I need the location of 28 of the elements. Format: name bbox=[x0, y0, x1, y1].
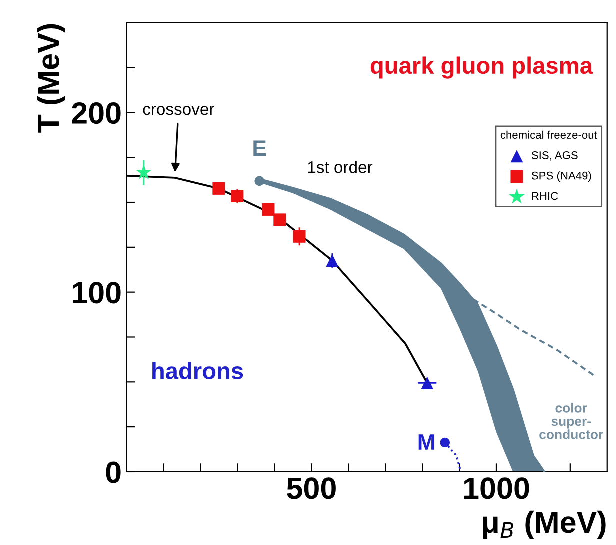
x-tick-label: 1000 bbox=[464, 478, 530, 500]
legend-label: SIS, AGS bbox=[532, 152, 578, 161]
point bbox=[326, 254, 339, 267]
y-tick-label: 200 bbox=[72, 102, 121, 124]
point bbox=[421, 376, 434, 390]
point bbox=[254, 176, 264, 186]
legend-title: chemical freeze-out bbox=[500, 130, 598, 140]
point bbox=[440, 438, 450, 448]
annotation: 1st order bbox=[308, 161, 373, 174]
annotation: color super- conductor bbox=[540, 403, 604, 440]
annotation: crossover bbox=[143, 106, 214, 116]
annotation: hadrons bbox=[152, 362, 244, 380]
point bbox=[293, 230, 306, 243]
annotation: M bbox=[418, 434, 434, 450]
point bbox=[262, 203, 275, 216]
annotation: quark gluon plasma bbox=[370, 56, 594, 79]
x-axis-title: μ$_{B}$ (MeV) bbox=[483, 510, 606, 540]
point bbox=[274, 214, 286, 226]
point bbox=[212, 182, 226, 195]
point bbox=[136, 164, 152, 180]
legend-label: RHIC bbox=[532, 192, 558, 200]
y-axis-title: T (MeV) bbox=[37, 24, 66, 133]
x-tick-label: 500 bbox=[287, 478, 336, 500]
point bbox=[231, 190, 244, 202]
y-tick-label: 0 bbox=[106, 462, 121, 484]
y-tick-label: 100 bbox=[72, 282, 121, 304]
annotation: E bbox=[254, 140, 266, 156]
legend-label: SPS (NA49) bbox=[532, 172, 592, 182]
